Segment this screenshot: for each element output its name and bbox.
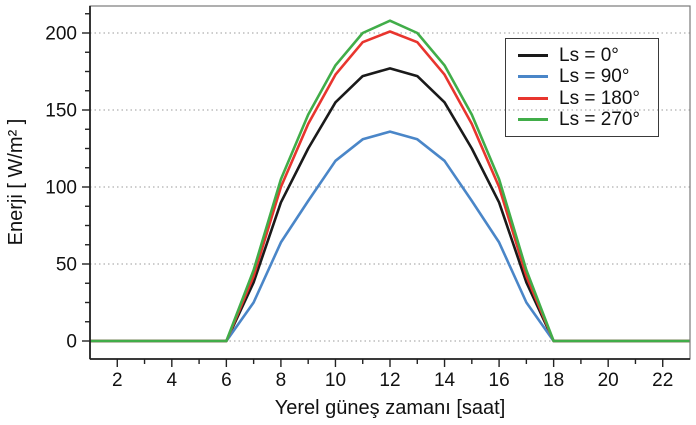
legend-swatch: [518, 96, 548, 100]
axis-ticks: [82, 13, 664, 367]
x-tick-label: 20: [598, 370, 619, 391]
x-tick-label: 12: [379, 370, 400, 391]
legend-swatch: [518, 75, 548, 79]
legend-item-4: Ls = 270°: [518, 110, 648, 129]
legend-label: Ls = 180°: [559, 87, 641, 109]
y-tick-label: 100: [45, 178, 77, 199]
x-tick-label: 8: [276, 370, 287, 391]
x-tick-label: 10: [325, 370, 346, 391]
y-tick-label: 0: [66, 332, 77, 353]
legend-item-1: Ls = 0°: [518, 46, 648, 65]
series-line-2: [90, 130, 690, 343]
series-curves: [90, 19, 690, 343]
x-tick-label: 4: [167, 370, 178, 391]
series-line-4: [90, 19, 690, 343]
legend-item-3: Ls = 180°: [518, 89, 648, 108]
x-tick-label: 22: [652, 370, 673, 391]
y-tick-label: 50: [56, 255, 77, 276]
x-axis-title: Yerel güneş zamanı [saat]: [275, 397, 506, 419]
x-tick-label: 14: [434, 370, 456, 391]
legend: Ls = 0° Ls = 90° Ls = 180° Ls = 270°: [505, 38, 659, 137]
y-axis-title: Enerji [ W/m² ]: [5, 119, 27, 246]
legend-label: Ls = 0°: [559, 44, 619, 66]
x-tick-label: 16: [489, 370, 510, 391]
y-tick-label: 150: [45, 101, 77, 122]
legend-swatch: [518, 53, 548, 57]
y-tick-label: 200: [45, 24, 77, 45]
x-tick-label: 6: [221, 370, 232, 391]
legend-label: Ls = 270°: [559, 109, 641, 131]
legend-item-2: Ls = 90°: [518, 67, 648, 86]
legend-label: Ls = 90°: [559, 66, 630, 88]
x-tick-label: 2: [112, 370, 123, 391]
tick-labels: 0 50 100 150 200 2 4 6 8 10 12 14 16 18 20 22: [45, 24, 673, 392]
x-tick-label: 18: [543, 370, 564, 391]
legend-swatch: [518, 118, 548, 122]
